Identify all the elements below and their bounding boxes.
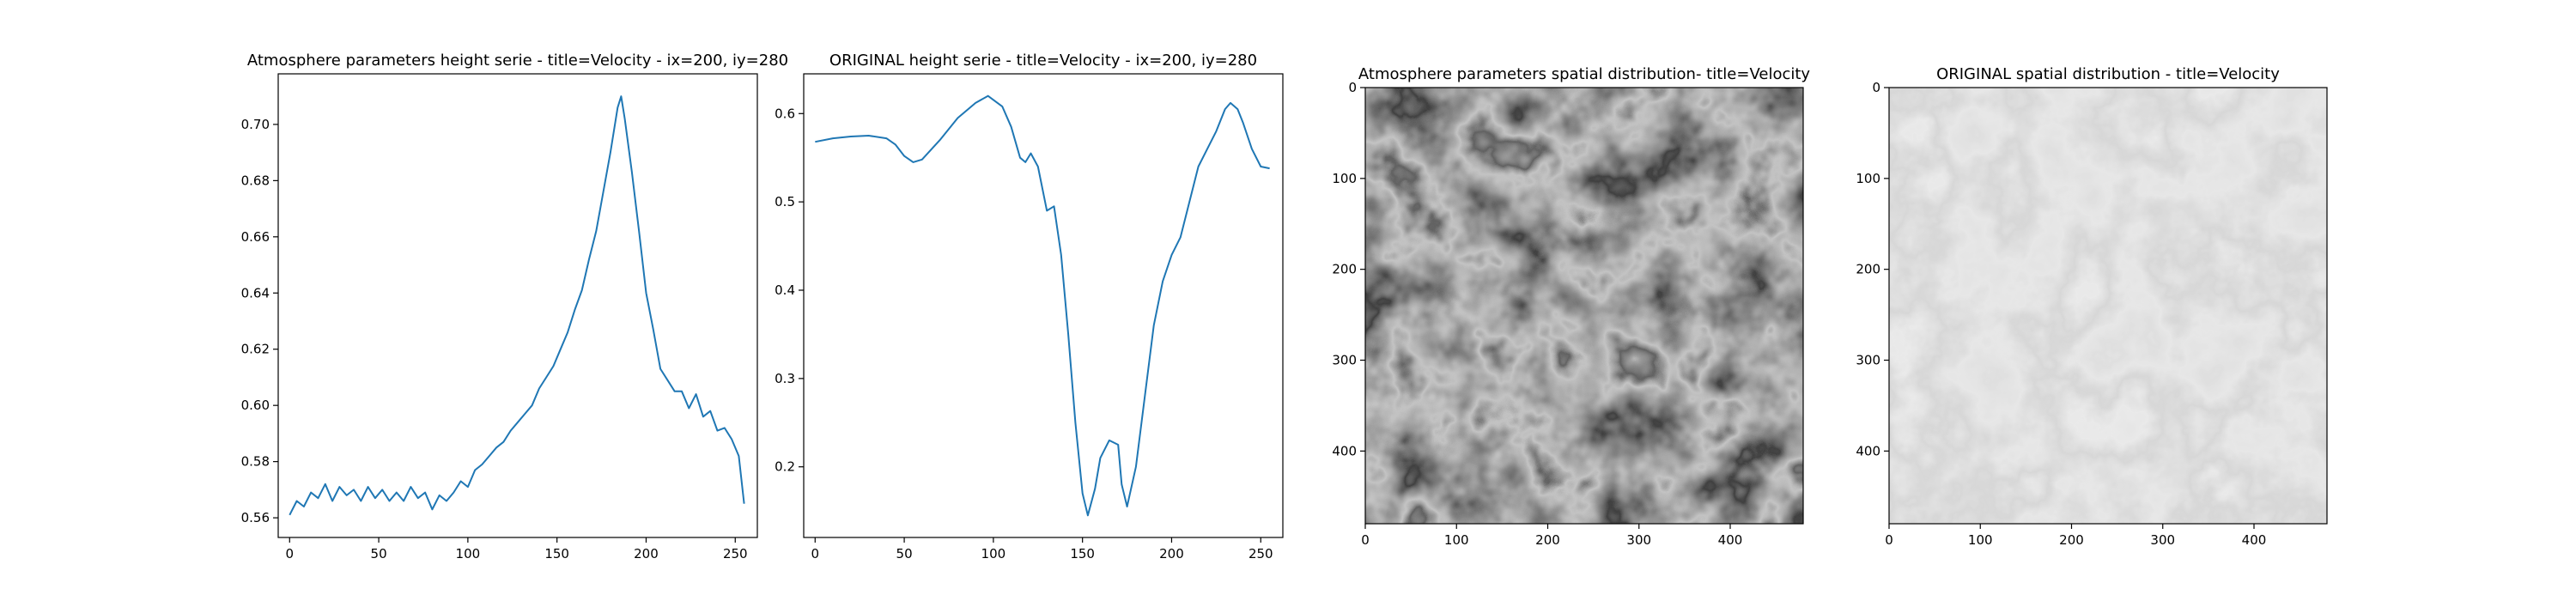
chart-title: Atmosphere parameters spatial distributi… (1358, 65, 1810, 83)
x-tick-label: 200 (1535, 532, 1560, 548)
y-tick-label: 100 (1332, 171, 1357, 186)
x-tick-label: 100 (1444, 532, 1469, 548)
y-tick-label: 300 (1332, 353, 1357, 368)
x-tick-label: 0 (1885, 532, 1893, 548)
x-tick-label: 300 (2150, 532, 2175, 548)
y-tick-label: 0.62 (241, 342, 270, 357)
series-line-1 (815, 94, 1270, 517)
y-tick-label: 0.3 (775, 371, 795, 386)
y-tick-label: 0.60 (241, 398, 270, 413)
y-tick-label: 300 (1856, 353, 1880, 368)
y-tick-label: 0.5 (775, 194, 795, 209)
x-tick-label: 50 (371, 546, 387, 562)
charts-root: Atmosphere parameters height serie - tit… (241, 52, 2328, 562)
y-tick-label: 0.70 (241, 117, 270, 132)
axes-frame (803, 73, 1284, 538)
y-tick-label: 0 (1872, 80, 1880, 95)
x-tick-label: 300 (1626, 532, 1651, 548)
chart-title: Atmosphere parameters height serie - tit… (247, 52, 788, 70)
series-line-1 (289, 95, 745, 516)
heatmap-image (1889, 88, 2327, 524)
axes-frame (1888, 87, 2328, 525)
x-tick-label: 200 (1159, 546, 1184, 562)
chart-title: ORIGINAL spatial distribution - title=Ve… (1936, 65, 2280, 83)
axes-frame (277, 73, 758, 538)
heatmap-image (1365, 88, 1803, 524)
chart-panel-1: Atmosphere parameters height serie - tit… (241, 52, 789, 562)
y-tick-label: 0.6 (775, 106, 795, 121)
y-tick-label: 0.56 (241, 510, 270, 525)
x-tick-label: 250 (1249, 546, 1273, 562)
x-tick-label: 0 (1361, 532, 1370, 548)
chart-panel-4: ORIGINAL spatial distribution - title=Ve… (1856, 65, 2328, 548)
x-tick-label: 150 (544, 546, 569, 562)
y-tick-label: 400 (1856, 443, 1880, 458)
x-tick-label: 150 (1070, 546, 1095, 562)
x-tick-label: 400 (2242, 532, 2267, 548)
y-tick-label: 0.64 (241, 285, 270, 300)
y-tick-label: 0.4 (775, 282, 795, 298)
axes-frame (1364, 87, 1804, 525)
y-tick-label: 200 (1856, 262, 1880, 277)
x-tick-label: 100 (456, 546, 481, 562)
x-tick-label: 100 (1968, 532, 1993, 548)
x-tick-label: 0 (811, 546, 820, 562)
y-tick-label: 100 (1856, 171, 1880, 186)
y-tick-label: 200 (1332, 262, 1357, 277)
y-tick-label: 0.58 (241, 454, 270, 470)
y-tick-label: 0.66 (241, 229, 270, 245)
x-tick-label: 250 (723, 546, 748, 562)
x-tick-label: 100 (981, 546, 1006, 562)
y-tick-label: 0 (1348, 80, 1357, 95)
x-tick-label: 0 (286, 546, 295, 562)
x-tick-label: 200 (2059, 532, 2084, 548)
x-tick-label: 400 (1718, 532, 1743, 548)
chart-panel-3: Atmosphere parameters spatial distributi… (1332, 65, 1810, 548)
chart-title: ORIGINAL height serie - title=Velocity -… (829, 52, 1257, 70)
y-tick-label: 0.68 (241, 173, 270, 188)
y-tick-label: 0.2 (775, 459, 795, 475)
y-tick-label: 400 (1332, 443, 1357, 458)
x-tick-label: 50 (896, 546, 913, 562)
x-tick-label: 200 (634, 546, 659, 562)
chart-panel-2: ORIGINAL height serie - title=Velocity -… (775, 52, 1284, 562)
